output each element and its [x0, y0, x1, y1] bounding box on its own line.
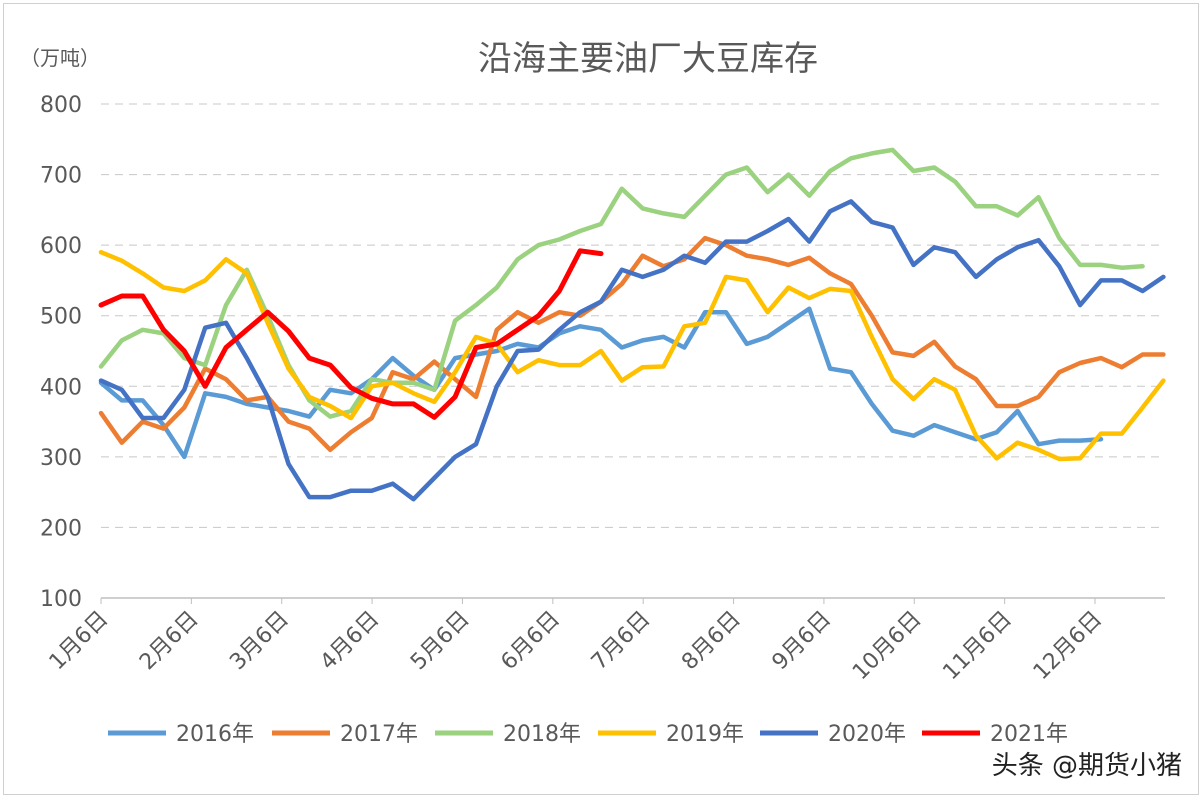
x-tick-label: 7月6日 — [587, 607, 656, 676]
series-line-2018 — [98, 147, 1145, 419]
chart-title: 沿海主要油厂大豆库存 — [478, 39, 818, 79]
series-line-2017 — [98, 235, 1166, 453]
series-line-2021 — [98, 248, 604, 420]
legend-label: 2021年 — [990, 722, 1068, 747]
x-tick-label: 12月6日 — [1029, 607, 1107, 685]
x-tick-label: 5月6日 — [406, 607, 475, 676]
x-tick-label: 9月6日 — [768, 607, 837, 676]
series-line-2016 — [98, 306, 1104, 460]
x-tick-label: 4月6日 — [316, 607, 385, 676]
y-tick-label: 100 — [40, 587, 82, 612]
x-tick-label: 1月6日 — [45, 607, 114, 676]
y-tick-label: 800 — [40, 93, 82, 118]
y-tick-label: 400 — [40, 375, 82, 400]
chart-frame — [3, 3, 1199, 795]
series-line-2019 — [98, 249, 1166, 462]
x-tick-label: 6月6日 — [496, 607, 565, 676]
legend-label: 2020年 — [828, 722, 906, 747]
y-tick-label: 700 — [40, 164, 82, 189]
legend-label: 2018年 — [503, 722, 581, 747]
x-tick-label: 10月6日 — [848, 607, 926, 685]
watermark: 头条 @期货小猪 — [991, 751, 1182, 781]
legend-label: 2016年 — [176, 722, 254, 747]
y-tick-label: 200 — [40, 516, 82, 541]
legend-label: 2017年 — [340, 722, 418, 747]
y-tick-label: 300 — [40, 446, 82, 471]
series-line-2020 — [98, 199, 1166, 502]
x-tick-label: 3月6日 — [225, 607, 294, 676]
x-tick-label: 11月6日 — [938, 607, 1016, 685]
unit-label: （万吨） — [20, 46, 100, 70]
legend-label: 2019年 — [666, 722, 744, 747]
y-tick-label: 500 — [40, 305, 82, 330]
x-tick-label: 8月6日 — [677, 607, 746, 676]
y-tick-label: 600 — [40, 234, 82, 259]
x-tick-label: 2月6日 — [135, 607, 204, 676]
